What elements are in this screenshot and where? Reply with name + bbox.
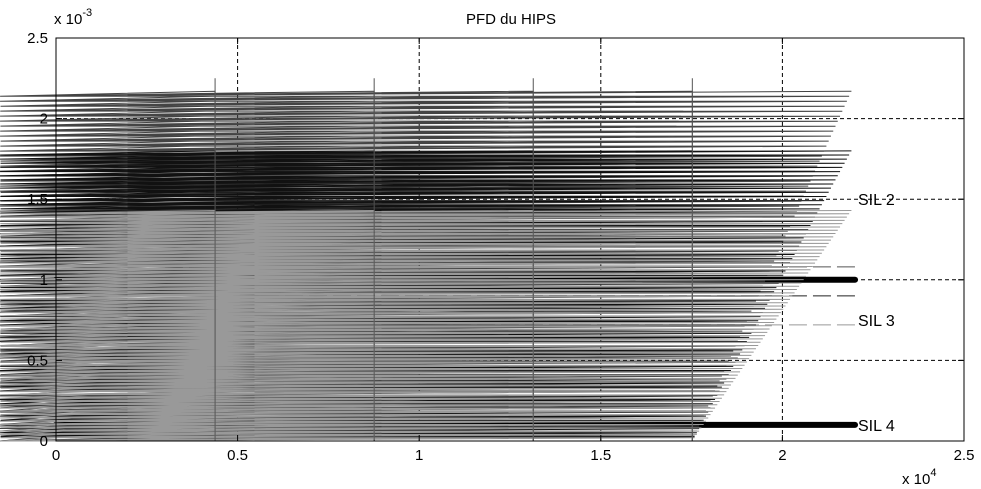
y-tick-label-5: 2.5 (27, 30, 48, 47)
x-tick-label-5: 2.5 (954, 447, 975, 464)
x-multiplier-base: x 10 (902, 471, 930, 488)
sil-labels: SIL 2 SIL 3 SIL 4 (858, 192, 895, 435)
x-tick-label-4: 2 (778, 447, 786, 464)
y-axis-multiplier: x 10-3 (54, 7, 92, 28)
sil-label-1: SIL 3 (858, 313, 895, 330)
series-group (0, 78, 852, 442)
y-tick-label-2: 1 (40, 272, 48, 289)
sil-label-2: SIL 4 (858, 418, 895, 435)
x-tick-label-0: 0 (52, 447, 60, 464)
y-tick-label-0: 0 (40, 433, 48, 450)
y-multiplier-base: x 10 (54, 11, 82, 28)
y-tick-label-1: 0.5 (27, 352, 48, 369)
x-tick-label-1: 0.5 (227, 447, 248, 464)
y-multiplier-exponent: -3 (82, 7, 92, 19)
x-axis-multiplier: x 104 (902, 467, 936, 488)
chart-title: PFD du HIPS (466, 11, 556, 28)
x-tick-label-3: 1.5 (590, 447, 611, 464)
y-axis-ticks: 0 0.5 1 1.5 2 2.5 (27, 30, 964, 450)
sil-label-0: SIL 2 (858, 192, 895, 209)
x-multiplier-exponent: 4 (930, 467, 936, 479)
x-axis-ticks: 0 0.5 1 1.5 2 2.5 (52, 38, 975, 464)
y-tick-label-3: 1.5 (27, 191, 48, 208)
pfd-series-2 (0, 209, 852, 442)
y-tick-label-4: 2 (40, 111, 48, 128)
plot-area-frame (55, 37, 965, 442)
x-tick-label-2: 1 (415, 447, 423, 464)
